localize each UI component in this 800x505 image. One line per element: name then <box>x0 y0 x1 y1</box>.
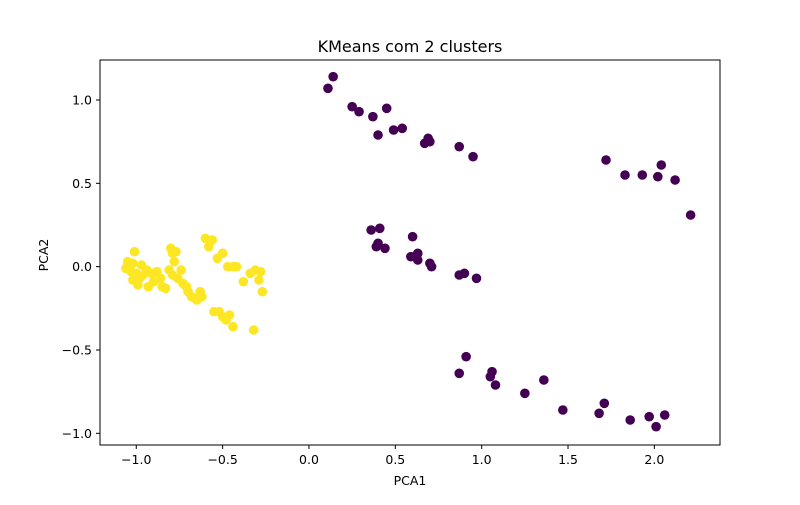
data-point-cluster-0-40 <box>520 388 530 399</box>
data-point-cluster-0-0 <box>323 83 333 94</box>
data-point-cluster-1-35 <box>197 291 207 302</box>
x-tick-label-5: 1.5 <box>558 452 578 467</box>
data-point-cluster-0-1 <box>328 71 338 82</box>
data-point-cluster-1-50 <box>238 276 249 287</box>
x-tick-label-4: 1.0 <box>472 452 492 467</box>
data-point-cluster-1-24 <box>171 246 181 257</box>
data-point-cluster-0-48 <box>659 410 670 420</box>
data-point-cluster-0-4 <box>368 111 378 122</box>
data-point-cluster-0-41 <box>539 375 549 385</box>
data-point-cluster-0-12 <box>454 141 465 152</box>
data-point-cluster-0-39 <box>490 380 501 390</box>
data-point-cluster-1-19 <box>160 283 171 294</box>
y-tick-label-2: 0.0 <box>72 259 92 274</box>
x-tick-label-3: 0.5 <box>385 452 405 467</box>
data-point-cluster-0-43 <box>594 408 604 419</box>
x-tick-label-1: −0.5 <box>207 452 237 467</box>
data-point-cluster-0-28 <box>412 248 423 259</box>
y-tick-label-0: −1.0 <box>62 426 92 441</box>
data-point-cluster-0-2 <box>347 101 357 112</box>
y-tick-label-3: 0.5 <box>72 176 92 191</box>
data-point-cluster-1-48 <box>224 310 235 320</box>
data-point-cluster-0-18 <box>656 160 667 170</box>
x-tick-label-6: 2.0 <box>644 452 664 467</box>
y-tick-label-1: −0.5 <box>62 343 92 358</box>
data-point-cluster-0-24 <box>373 238 383 249</box>
x-tick-label-2: 0.0 <box>299 452 319 467</box>
x-axis-label: PCA1 <box>394 473 427 488</box>
data-point-cluster-1-27 <box>176 265 186 275</box>
data-point-cluster-0-8 <box>397 123 408 134</box>
axes-frame <box>99 59 721 446</box>
data-point-cluster-0-20 <box>685 210 696 220</box>
x-tick-label-0: −1.0 <box>121 452 151 467</box>
data-point-cluster-1-17 <box>155 273 166 284</box>
data-point-cluster-0-29 <box>412 255 423 265</box>
chart-title: KMeans com 2 clusters <box>318 37 503 56</box>
data-point-cluster-0-33 <box>459 268 470 279</box>
data-point-cluster-1-53 <box>254 275 264 285</box>
data-point-cluster-0-5 <box>381 103 392 114</box>
data-point-cluster-0-42 <box>558 405 568 415</box>
y-tick-label-4: 1.0 <box>72 93 92 108</box>
data-point-cluster-1-38 <box>207 235 218 245</box>
data-point-cluster-0-45 <box>625 415 635 425</box>
y-axis-label: PCA2 <box>36 239 51 272</box>
data-point-cluster-0-31 <box>426 261 437 272</box>
data-point-cluster-0-26 <box>407 231 418 242</box>
data-point-cluster-0-47 <box>651 421 661 432</box>
data-point-cluster-0-44 <box>599 398 610 409</box>
data-point-cluster-0-17 <box>653 171 663 182</box>
data-point-cluster-1-5 <box>129 246 140 257</box>
data-point-cluster-0-16 <box>637 170 648 180</box>
data-point-cluster-1-43 <box>231 261 242 272</box>
data-point-cluster-0-22 <box>374 223 385 234</box>
data-point-cluster-0-15 <box>620 170 630 180</box>
plot-area: −1.0 −0.5 0.0 0.5 1.0 1.5 2.0 −1.0 −0.5 0.0 0.5 1.0 <box>62 59 721 467</box>
data-point-cluster-0-36 <box>461 351 471 362</box>
data-point-cluster-0-38 <box>487 366 497 377</box>
data-point-cluster-1-23 <box>169 256 180 267</box>
data-point-cluster-0-11 <box>425 136 435 147</box>
data-point-cluster-0-7 <box>388 125 399 135</box>
data-point-cluster-0-35 <box>454 368 465 379</box>
data-point-cluster-1-55 <box>248 325 259 335</box>
data-point-cluster-1-40 <box>217 248 228 259</box>
data-point-cluster-0-46 <box>644 411 654 422</box>
data-point-cluster-0-13 <box>468 151 478 162</box>
data-point-cluster-0-19 <box>670 175 680 185</box>
data-point-cluster-0-25 <box>380 243 390 254</box>
data-point-cluster-1-4 <box>128 258 138 269</box>
data-point-cluster-0-3 <box>354 106 364 117</box>
data-point-cluster-1-56 <box>255 266 266 277</box>
data-point-cluster-0-6 <box>373 130 383 140</box>
data-point-cluster-0-21 <box>366 225 376 235</box>
data-point-cluster-1-54 <box>257 286 268 297</box>
data-point-cluster-0-34 <box>471 273 482 284</box>
data-point-cluster-1-49 <box>228 321 238 332</box>
data-point-cluster-0-14 <box>601 155 611 165</box>
